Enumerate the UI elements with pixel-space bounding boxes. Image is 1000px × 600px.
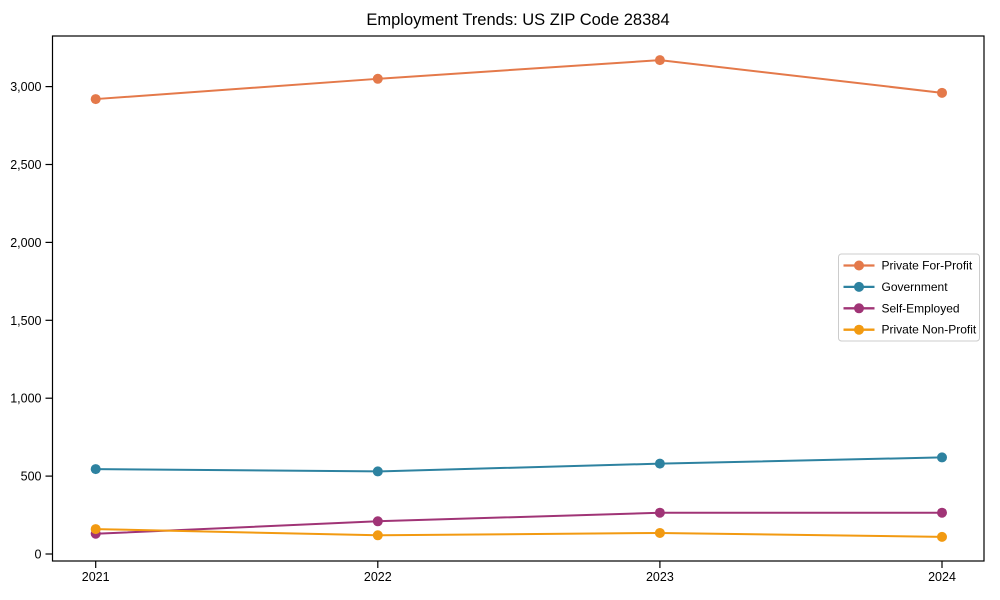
x-tick-label: 2023 — [646, 570, 674, 584]
legend-label-government: Government — [882, 280, 949, 294]
data-point-private-non-profit — [937, 531, 947, 542]
data-point-government — [372, 466, 383, 477]
data-point-private-for-profit — [372, 73, 383, 84]
data-point-self-employed — [937, 507, 947, 518]
legend-marker-private-for-profit — [854, 260, 864, 271]
chart-line-private-non-profit — [95, 528, 943, 538]
y-tick-label: 2,500 — [10, 158, 41, 172]
legend-marker-self-employed — [854, 303, 864, 314]
y-tick-label: 0 — [35, 548, 42, 562]
legend-label-private-non-profit: Private Non-Profit — [882, 323, 977, 337]
data-point-government — [90, 464, 101, 475]
chart-line-private-for-profit — [95, 59, 943, 101]
data-point-private-non-profit — [654, 527, 665, 538]
legend-marker-government — [854, 281, 864, 292]
x-tick-label: 2024 — [928, 570, 956, 584]
y-tick-label: 3,000 — [10, 80, 41, 94]
series-group — [90, 55, 947, 542]
plot-border — [51, 35, 985, 562]
y-tick-label: 1,500 — [10, 314, 41, 328]
x-tick-label: 2022 — [364, 570, 392, 584]
legend-label-private-for-profit: Private For-Profit — [882, 259, 973, 273]
y-tick-label: 500 — [21, 470, 42, 484]
y-tick-label: 2,000 — [10, 236, 41, 250]
legend-label-self-employed: Self-Employed — [882, 301, 960, 315]
y-tick-label: 1,000 — [10, 392, 41, 406]
data-point-self-employed — [654, 507, 665, 518]
data-point-government — [654, 458, 665, 469]
chart-line-government — [95, 456, 943, 473]
data-point-government — [937, 452, 947, 463]
data-point-private-non-profit — [372, 530, 383, 541]
data-point-private-non-profit — [90, 524, 101, 535]
legend: Private For-Profit Government Self-Employe… — [838, 253, 980, 342]
x-axis: 2021 2022 2023 2024 — [82, 561, 956, 584]
legend-marker-private-non-profit — [854, 324, 864, 335]
data-point-self-employed — [372, 516, 383, 527]
chart-title: Employment Trends: US ZIP Code 28384 — [366, 11, 669, 29]
legend-box — [838, 253, 980, 342]
data-point-private-for-profit — [937, 87, 947, 98]
x-tick-label: 2021 — [82, 570, 110, 584]
chart-line-self-employed — [95, 511, 942, 535]
data-point-private-for-profit — [90, 94, 101, 105]
data-point-private-for-profit — [654, 55, 665, 66]
y-axis: 0 500 1,000 1,500 2,000 2,500 3,000 — [10, 80, 53, 562]
